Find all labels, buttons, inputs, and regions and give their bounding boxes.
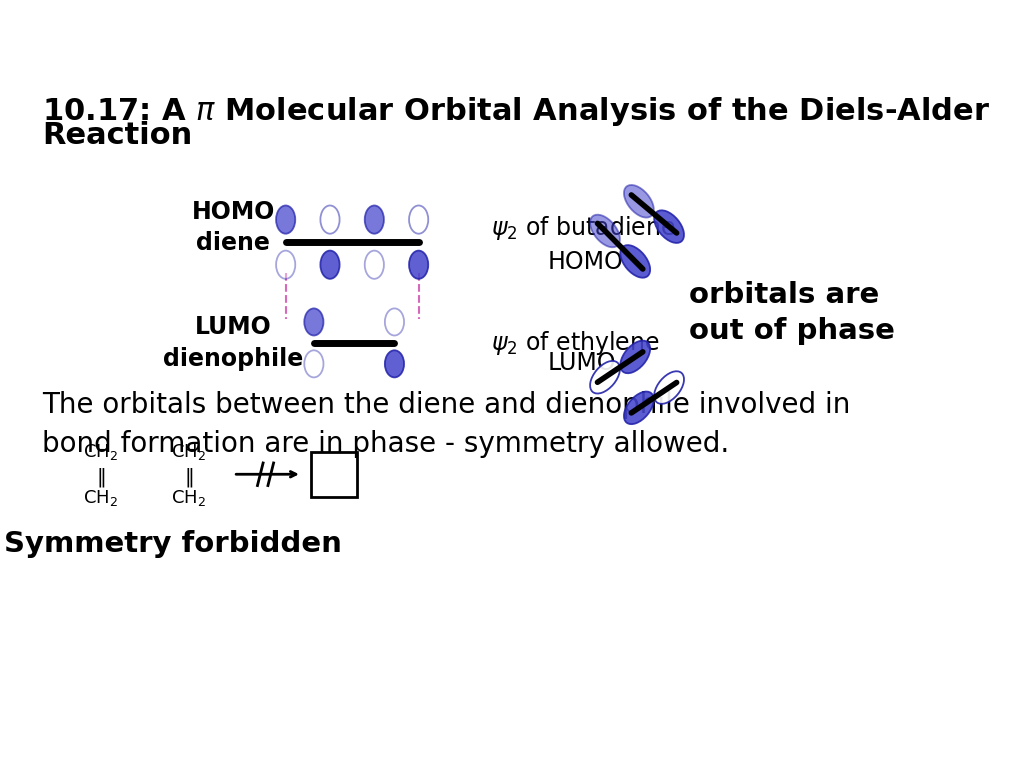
Ellipse shape: [590, 215, 620, 247]
Text: $\psi_2$ of ethylene: $\psi_2$ of ethylene: [492, 329, 659, 357]
Ellipse shape: [621, 245, 650, 278]
Ellipse shape: [304, 309, 324, 336]
Ellipse shape: [654, 210, 684, 243]
Bar: [311, 452, 356, 497]
Text: CH$_2$: CH$_2$: [83, 442, 118, 462]
Text: Reaction: Reaction: [42, 121, 193, 151]
Ellipse shape: [654, 371, 684, 404]
Ellipse shape: [276, 206, 295, 233]
Ellipse shape: [624, 185, 653, 217]
Text: LUMO
dienophile: LUMO dienophile: [163, 315, 303, 371]
Text: $\psi_2$ of butadiene: $\psi_2$ of butadiene: [492, 214, 676, 242]
Ellipse shape: [590, 361, 620, 393]
Text: Symmetry forbidden: Symmetry forbidden: [4, 531, 342, 558]
Text: 10.17: A $\pi$ Molecular Orbital Analysis of the Diels-Alder: 10.17: A $\pi$ Molecular Orbital Analysi…: [42, 95, 990, 128]
Ellipse shape: [385, 309, 404, 336]
Ellipse shape: [621, 341, 650, 373]
Ellipse shape: [304, 350, 324, 377]
Ellipse shape: [276, 250, 295, 279]
Ellipse shape: [409, 206, 428, 233]
Ellipse shape: [385, 350, 404, 377]
Text: CH$_2$: CH$_2$: [171, 488, 207, 508]
Ellipse shape: [365, 250, 384, 279]
Text: The orbitals between the diene and dienophile involved in
bond formation are in : The orbitals between the diene and dieno…: [42, 391, 851, 458]
Text: CH$_2$: CH$_2$: [83, 488, 118, 508]
Text: orbitals are
out of phase: orbitals are out of phase: [688, 280, 895, 346]
Ellipse shape: [321, 250, 340, 279]
Ellipse shape: [624, 392, 653, 424]
Ellipse shape: [365, 206, 384, 233]
Text: CH$_2$: CH$_2$: [171, 442, 207, 462]
Ellipse shape: [321, 206, 340, 233]
Ellipse shape: [409, 250, 428, 279]
Text: HOMO: HOMO: [548, 250, 624, 274]
Text: LUMO: LUMO: [548, 351, 616, 375]
Text: $\|$: $\|$: [184, 466, 194, 489]
Text: HOMO
diene: HOMO diene: [191, 200, 275, 256]
Text: $\|$: $\|$: [95, 466, 104, 489]
